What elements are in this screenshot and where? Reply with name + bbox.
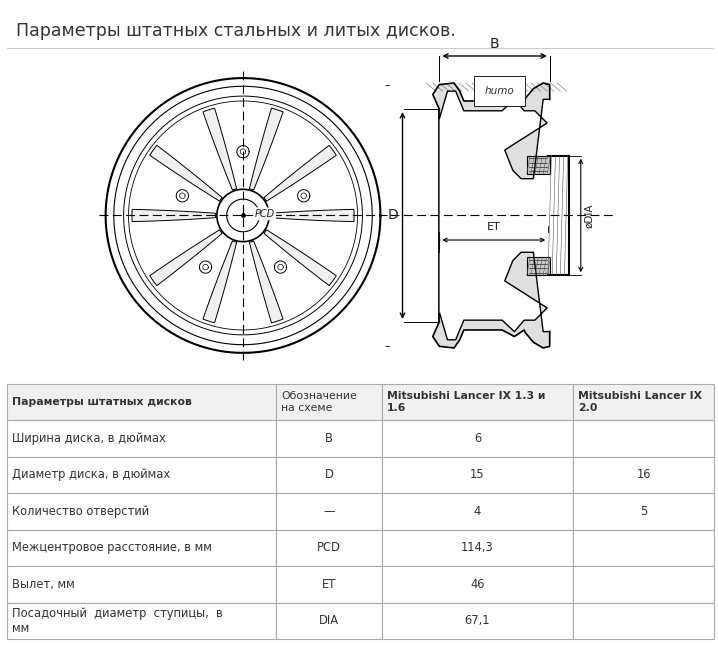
Polygon shape [271, 210, 354, 222]
Bar [276, 530, 382, 566]
Text: Параметры штатных дисков: Параметры штатных дисков [12, 397, 192, 407]
Bar [527, 257, 550, 275]
Bar [7, 420, 276, 457]
Text: 15: 15 [470, 468, 485, 481]
Polygon shape [249, 241, 283, 323]
Bar [573, 602, 714, 639]
Text: Ширина диска, в дюймах: Ширина диска, в дюймах [12, 432, 166, 445]
Polygon shape [264, 145, 336, 201]
Polygon shape [433, 83, 550, 179]
Bar [276, 420, 382, 457]
Text: 5: 5 [640, 505, 648, 518]
Polygon shape [150, 230, 222, 286]
Bar [382, 457, 573, 493]
Text: —: — [323, 505, 335, 518]
Text: D: D [387, 208, 398, 223]
Polygon shape [249, 108, 283, 190]
Text: 6: 6 [474, 432, 481, 445]
Text: Диаметр диска, в дюймах: Диаметр диска, в дюймах [12, 468, 170, 481]
Bar [573, 457, 714, 493]
Text: Вылет, мм: Вылет, мм [12, 578, 75, 591]
Polygon shape [264, 230, 336, 286]
Bar [573, 493, 714, 530]
Text: ET: ET [487, 222, 500, 232]
Bar [276, 384, 382, 420]
Bar [382, 566, 573, 602]
Text: Mitsubishi Lancer IX 1.3 и
1.6: Mitsubishi Lancer IX 1.3 и 1.6 [387, 391, 546, 413]
Bar [276, 566, 382, 602]
Text: ET: ET [322, 578, 336, 591]
Bar [276, 602, 382, 639]
Text: 4: 4 [474, 505, 481, 518]
Bar [7, 457, 276, 493]
Bar [382, 493, 573, 530]
Bar [276, 457, 382, 493]
Text: 67,1: 67,1 [465, 615, 490, 628]
Text: Межцентровое расстояние, в мм: Межцентровое расстояние, в мм [12, 541, 212, 555]
Bar [7, 566, 276, 602]
Polygon shape [150, 145, 222, 201]
Bar [7, 384, 276, 420]
Text: Посадочный  диаметр  ступицы,  в
мм: Посадочный диаметр ступицы, в мм [12, 607, 223, 635]
Bar [7, 530, 276, 566]
Polygon shape [132, 210, 215, 222]
Bar [382, 602, 573, 639]
Bar [276, 493, 382, 530]
Text: Параметры штатных стальных и литых дисков.: Параметры штатных стальных и литых диско… [16, 23, 455, 40]
Text: B: B [490, 37, 499, 51]
Text: D: D [325, 468, 333, 481]
Text: øDIA: øDIA [584, 203, 594, 228]
Bar [7, 493, 276, 530]
Bar [382, 384, 573, 420]
Bar [573, 420, 714, 457]
Bar [527, 156, 550, 174]
Bar [382, 530, 573, 566]
Bar [573, 530, 714, 566]
Text: Количество отверстий: Количество отверстий [12, 505, 149, 518]
Bar [382, 420, 573, 457]
Polygon shape [433, 252, 550, 348]
Text: 16: 16 [636, 468, 651, 481]
Polygon shape [203, 108, 237, 190]
Text: DIA: DIA [319, 615, 339, 628]
Text: Mitsubishi Lancer IX
2.0: Mitsubishi Lancer IX 2.0 [578, 391, 702, 413]
Text: B: B [325, 432, 333, 445]
Text: humo: humo [485, 86, 515, 96]
Bar [7, 602, 276, 639]
Polygon shape [203, 241, 237, 323]
Bar [573, 384, 714, 420]
Text: Обозначение
на схеме: Обозначение на схеме [281, 391, 357, 413]
Text: PCD: PCD [317, 541, 341, 555]
Text: 46: 46 [470, 578, 485, 591]
Text: 114,3: 114,3 [461, 541, 494, 555]
Text: PCD: PCD [254, 209, 274, 219]
Bar [573, 566, 714, 602]
